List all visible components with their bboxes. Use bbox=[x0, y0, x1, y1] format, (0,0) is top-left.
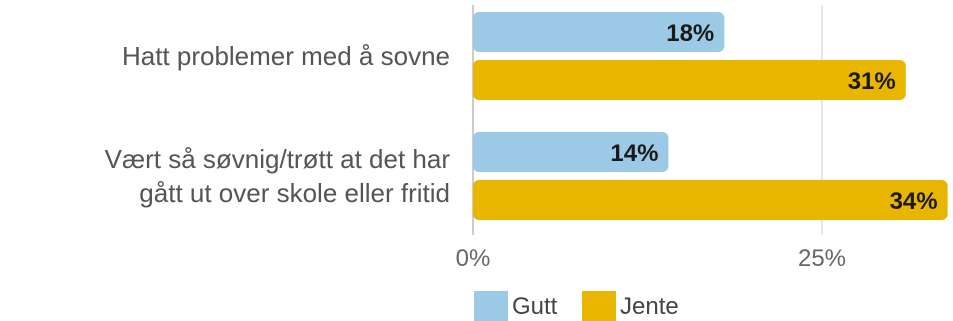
category-label: Vært så søvnig/trøtt at det har bbox=[105, 144, 451, 174]
bar-value-label: 31% bbox=[848, 68, 896, 95]
category-label: Hatt problemer med å sovne bbox=[122, 41, 450, 71]
bar-gutt bbox=[473, 12, 725, 52]
legend-label-jente: Jente bbox=[620, 293, 679, 320]
bar-jente bbox=[473, 60, 906, 100]
bar-gutt bbox=[473, 132, 669, 172]
bar-value-label: 14% bbox=[610, 140, 658, 167]
x-tick-label: 25% bbox=[798, 245, 846, 272]
category-label: gått ut over skole eller fritid bbox=[139, 178, 450, 208]
legend-label-gutt: Gutt bbox=[512, 293, 558, 320]
legend-swatch-jente bbox=[582, 291, 616, 321]
x-tick-label: 0% bbox=[456, 245, 491, 272]
bar-jente bbox=[473, 180, 948, 220]
bar-value-label: 18% bbox=[666, 20, 714, 47]
bar-value-label: 34% bbox=[890, 188, 938, 215]
legend-swatch-gutt bbox=[474, 291, 508, 321]
